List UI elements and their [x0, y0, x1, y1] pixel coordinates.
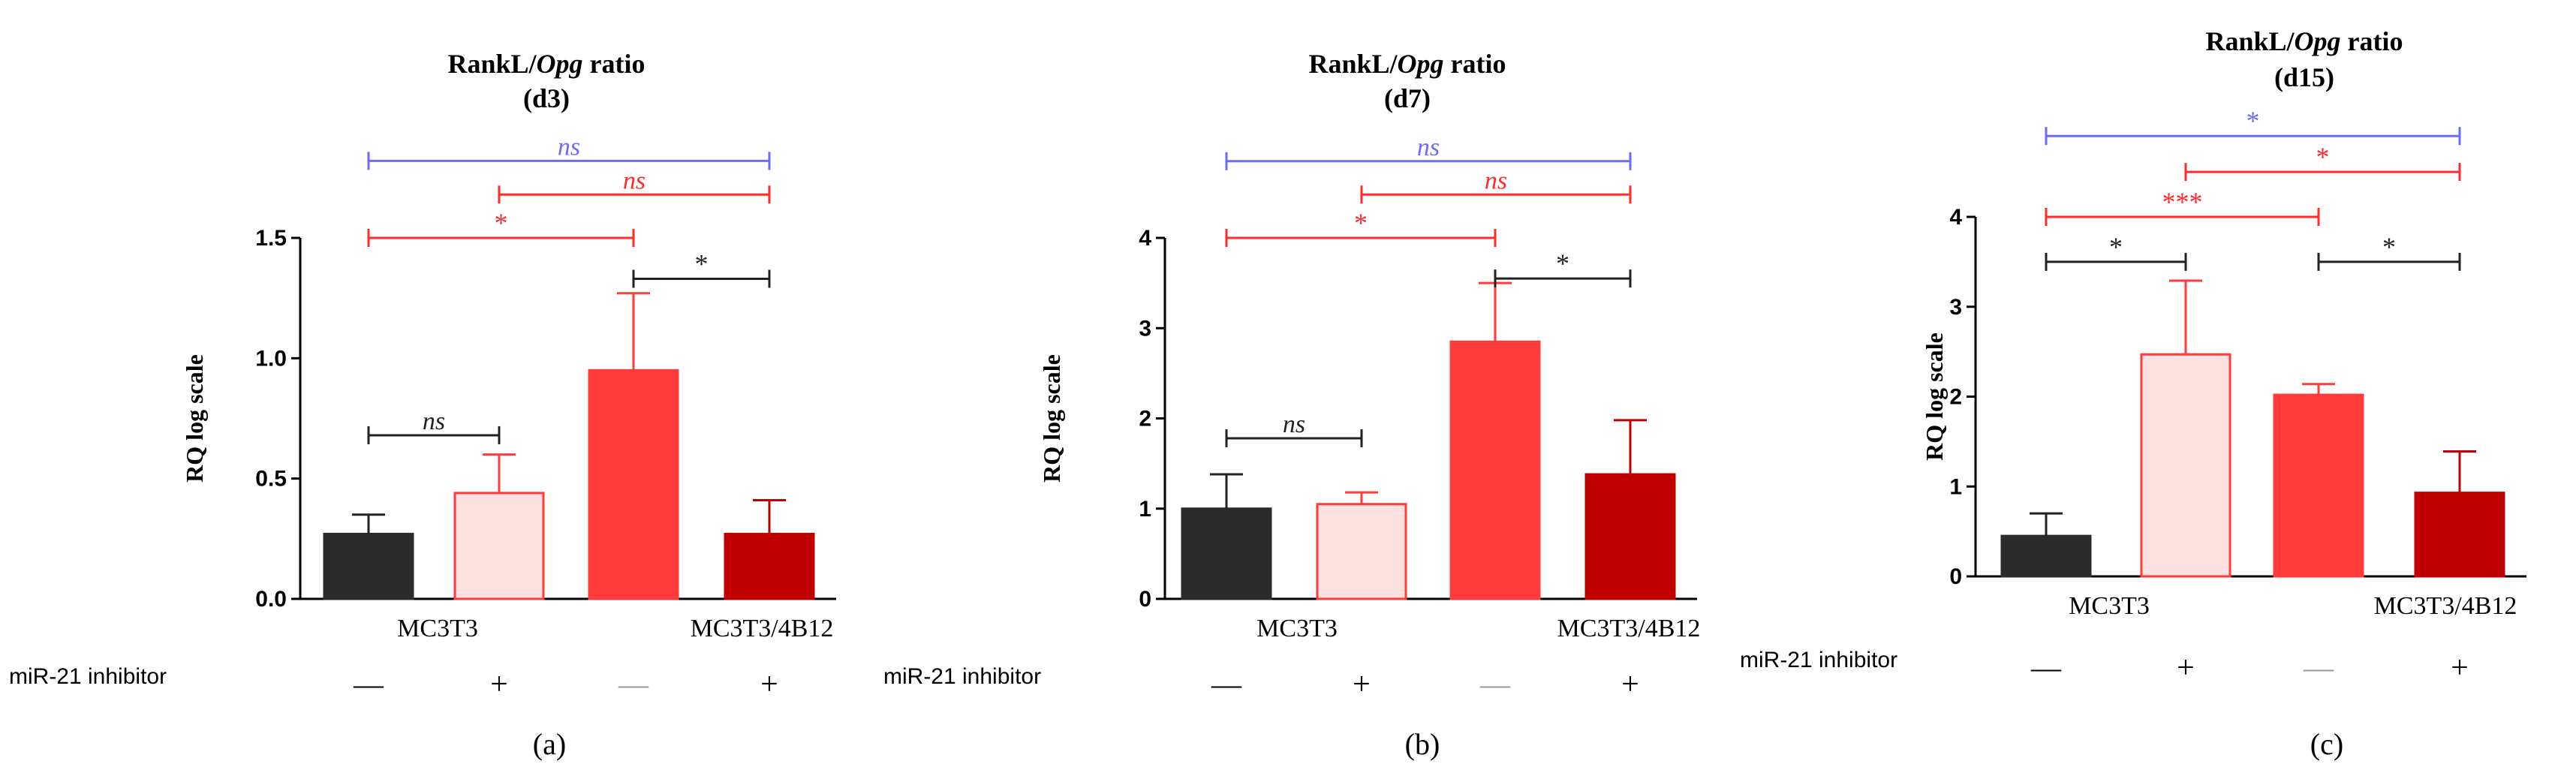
bar — [1449, 340, 1541, 600]
chart-subtitle: (d3) — [523, 83, 570, 113]
treatment-symbol: + — [760, 667, 778, 702]
bar — [323, 532, 414, 600]
bar — [1316, 503, 1407, 600]
treatment-symbol: + — [1621, 667, 1639, 702]
significance-label: *** — [2162, 187, 2203, 217]
treatment-symbol: + — [2451, 651, 2469, 685]
group-label: MC3T3 — [397, 615, 478, 642]
treatment-symbol: + — [490, 667, 508, 702]
bar — [1584, 473, 1676, 600]
group-label: MC3T3/4B12 — [1557, 615, 1701, 642]
y-tick-label: 0.5 — [255, 467, 287, 492]
y-tick-label: 1 — [1949, 474, 1962, 499]
group-label: MC3T3/4B12 — [2374, 592, 2517, 620]
significance-label: ns — [1283, 411, 1305, 438]
bar — [724, 532, 815, 600]
chart-title: RankL/Opg ratio — [2205, 26, 2403, 56]
significance-label: ns — [1485, 167, 1507, 194]
chart-subtitle: (d15) — [2274, 62, 2334, 92]
panel-label: (c) — [2310, 727, 2343, 761]
significance-label: * — [695, 249, 709, 279]
row-label: miR-21 inhibitor — [9, 664, 167, 689]
group-label: MC3T3 — [2069, 592, 2150, 620]
significance-label: * — [1354, 208, 1368, 238]
significance-label: * — [2109, 232, 2123, 262]
treatment-symbol: — — [2030, 651, 2062, 684]
y-tick-label: 2 — [1949, 385, 1962, 410]
chart-title: RankL/Opg ratio — [1308, 49, 1506, 79]
significance-label: * — [2316, 142, 2330, 172]
row-label: miR-21 inhibitor — [883, 664, 1041, 689]
y-tick-label: 0 — [1139, 587, 1151, 612]
significance-label: * — [1556, 248, 1569, 278]
y-axis-label: RQ log scale — [1038, 354, 1065, 483]
bar — [588, 368, 679, 600]
group-label: MC3T3 — [1256, 615, 1338, 642]
chart-subtitle: (d7) — [1384, 83, 1431, 113]
y-tick-label: 3 — [1949, 295, 1962, 320]
y-tick-label: 1.5 — [255, 226, 287, 251]
y-tick-label: 1.0 — [255, 346, 287, 371]
significance-label: ns — [1417, 134, 1440, 161]
y-tick-label: 4 — [1139, 226, 1151, 251]
bar — [2140, 353, 2231, 578]
bar — [2273, 393, 2364, 578]
treatment-symbol: — — [1211, 667, 1242, 701]
treatment-symbol: — — [1479, 667, 1511, 701]
treatment-symbol: — — [2303, 651, 2334, 684]
y-tick-label: 1 — [1139, 497, 1151, 522]
bar — [1181, 507, 1272, 600]
significance-label: ns — [558, 133, 580, 161]
chart-title: RankL/Opg ratio — [447, 49, 645, 79]
significance-label: ns — [623, 167, 646, 194]
y-axis-label: RQ log scale — [181, 354, 208, 483]
row-label: miR-21 inhibitor — [1740, 648, 1897, 672]
significance-label: * — [495, 208, 508, 238]
treatment-symbol: + — [2177, 651, 2195, 685]
bar — [453, 492, 545, 600]
y-tick-label: 4 — [1949, 205, 1962, 230]
y-tick-label: 0 — [1949, 564, 1962, 589]
significance-label: * — [2246, 106, 2260, 136]
significance-label: ns — [423, 408, 445, 435]
y-tick-label: 0.0 — [255, 587, 287, 612]
panel-label: (b) — [1405, 727, 1440, 761]
treatment-symbol: — — [618, 667, 649, 701]
group-label: MC3T3/4B12 — [691, 615, 834, 642]
significance-label: * — [2382, 232, 2396, 262]
bar — [2414, 492, 2505, 578]
treatment-symbol: + — [1353, 667, 1371, 702]
bar — [2000, 534, 2092, 578]
treatment-symbol: — — [353, 667, 384, 701]
y-axis-label: RQ log scale — [1921, 332, 1948, 461]
panel-label: (a) — [533, 727, 566, 761]
y-tick-label: 3 — [1139, 316, 1151, 341]
y-tick-label: 2 — [1139, 407, 1151, 432]
